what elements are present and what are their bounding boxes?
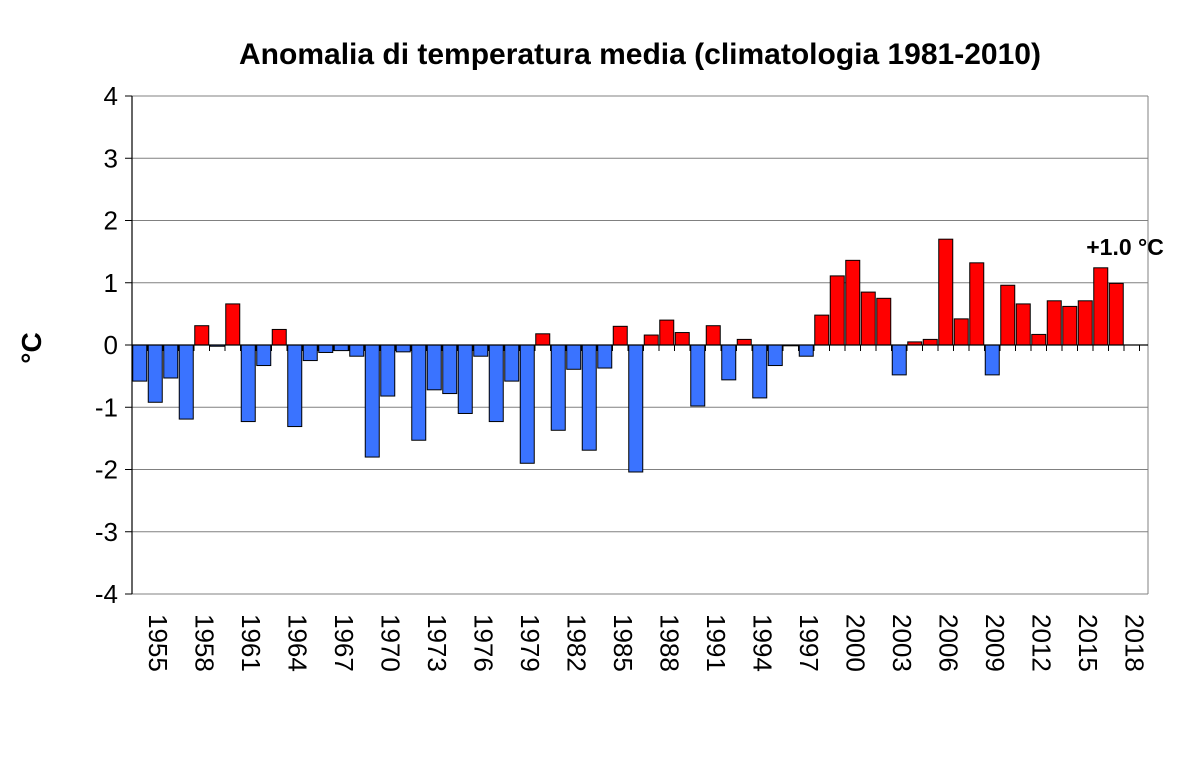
x-tick-label: 1970 [375, 614, 405, 672]
x-tick-label: 1982 [561, 614, 591, 672]
x-tick-label: 1961 [236, 614, 266, 672]
tick-labels: 4 3 2 1 0 -1 -2 -3 -4 1955 1958 1961 1964 1967 1970 197… [95, 81, 1164, 672]
bar-1980 [519, 344, 535, 464]
x-tick-label: 1964 [282, 614, 312, 672]
x-tick-label: 1991 [701, 614, 731, 672]
bar-1977 [473, 344, 489, 357]
y-tick-label: -4 [95, 579, 118, 609]
bar-1986 [612, 325, 628, 346]
x-tick-label: 2006 [933, 614, 963, 672]
x-tick-label: 2018 [1119, 614, 1149, 672]
bar-1963 [256, 344, 272, 367]
bars [132, 238, 1124, 473]
bar-1979 [504, 344, 520, 382]
x-tick-label: 1979 [515, 614, 545, 672]
bar-1976 [457, 344, 473, 414]
bar-1967 [318, 344, 334, 353]
y-tick-label: -2 [95, 455, 118, 485]
y-tick-label: 1 [104, 268, 118, 298]
bar-2003 [876, 297, 892, 346]
bar-1957 [163, 344, 179, 379]
x-tick-label: 1967 [329, 614, 359, 672]
bar-1968 [333, 344, 349, 352]
bar-1965 [287, 344, 303, 428]
bar-1970 [364, 344, 380, 458]
x-tick-label: 1988 [654, 614, 684, 672]
x-tick-label: 2009 [980, 614, 1010, 672]
bar-1998 [798, 344, 814, 357]
y-tick-label: -3 [95, 517, 118, 547]
bar-2009 [969, 262, 985, 346]
bar-2010 [984, 344, 1000, 376]
bar-2008 [953, 318, 969, 346]
bar-1973 [411, 344, 427, 441]
bar-1955 [132, 344, 148, 382]
bar-2006 [922, 338, 938, 346]
bar-1991 [690, 344, 706, 407]
x-tick-label: 2000 [840, 614, 870, 672]
bar-1989 [659, 319, 675, 346]
bar-1987 [628, 344, 644, 473]
x-tick-label: 1976 [468, 614, 498, 672]
bar-1978 [488, 344, 504, 423]
bar-2002 [860, 291, 876, 346]
bar-1990 [674, 332, 690, 346]
x-tick-label: 2015 [1073, 614, 1103, 672]
y-tick-label: 3 [104, 143, 118, 173]
bar-1983 [566, 344, 582, 370]
bar-1962 [240, 344, 256, 423]
bar-1988 [643, 334, 659, 346]
bar-1984 [581, 344, 597, 451]
x-tick-label: 2012 [1026, 614, 1056, 672]
x-tick-label: 1955 [143, 614, 173, 672]
bar-1995 [752, 344, 768, 399]
x-tick-label: 2003 [887, 614, 917, 672]
bar-1994 [736, 338, 752, 346]
bar-1971 [380, 344, 396, 397]
bar-2012 [1015, 303, 1031, 346]
bar-1975 [442, 344, 458, 395]
y-tick-label: 4 [104, 81, 118, 111]
x-tick-label: 1973 [422, 614, 452, 672]
bar-1992 [705, 325, 721, 346]
bar-1996 [767, 344, 783, 367]
bar-1966 [302, 344, 318, 362]
bar-1958 [178, 344, 194, 420]
bar-2017 [1093, 267, 1109, 346]
bar-1959 [194, 325, 210, 346]
bar-1981 [535, 333, 551, 346]
bar-2004 [891, 344, 907, 376]
bar-1956 [147, 344, 163, 403]
bar-2011 [1000, 284, 1016, 346]
x-tick-label: 1958 [189, 614, 219, 672]
annotation-label: +1.0 °C [1086, 234, 1164, 260]
bar-2007 [938, 238, 954, 346]
bar-2016 [1077, 300, 1093, 346]
x-tick-label: 1994 [747, 614, 777, 672]
bar-1993 [721, 344, 737, 381]
axes [125, 95, 1148, 595]
bar-1961 [225, 303, 241, 346]
bar-2001 [845, 259, 861, 346]
bar-1985 [597, 344, 613, 369]
bar-1974 [426, 344, 442, 391]
bar-1969 [349, 344, 365, 357]
bar-1982 [550, 344, 566, 431]
bar-1964 [271, 328, 287, 346]
x-tick-label: 1997 [794, 614, 824, 672]
y-tick-label: -1 [95, 392, 118, 422]
bar-2014 [1046, 300, 1062, 346]
y-tick-label: 2 [104, 206, 118, 236]
bar-1972 [395, 344, 411, 353]
x-tick-label: 1985 [608, 614, 638, 672]
bar-2000 [829, 275, 845, 346]
bar-2018 [1108, 282, 1124, 346]
bar-1999 [814, 314, 830, 346]
bar-2013 [1031, 333, 1047, 346]
bar-2015 [1062, 305, 1078, 346]
y-tick-label: 0 [104, 330, 118, 360]
chart-title: Anomalia di temperatura media (climatolo… [239, 38, 1041, 71]
